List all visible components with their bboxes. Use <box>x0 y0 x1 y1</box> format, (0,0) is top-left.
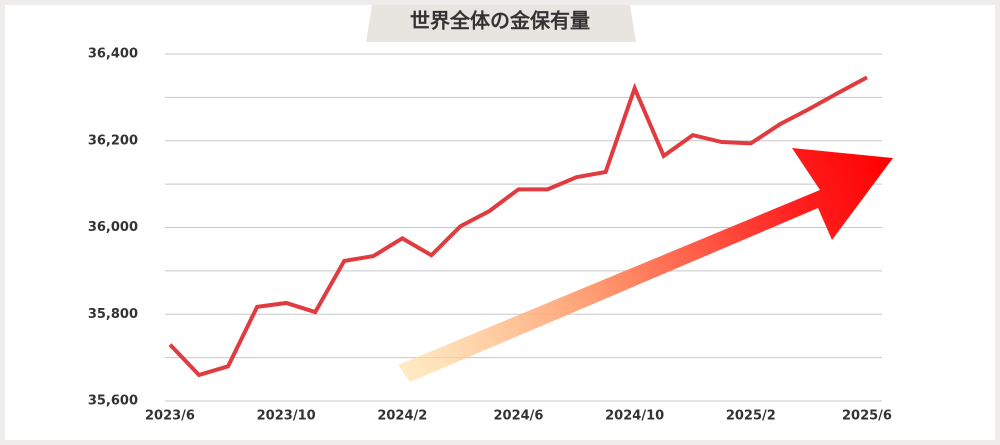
x-tick-label: 2024/2 <box>377 409 427 424</box>
y-tick-label: 36,200 <box>88 133 138 148</box>
title-tab <box>366 5 636 42</box>
y-tick-label: 36,000 <box>88 220 138 235</box>
x-tick-label: 2024/10 <box>605 409 664 424</box>
trend-arrow <box>398 148 893 382</box>
x-tick-label: 2023/10 <box>257 409 316 424</box>
y-tick-label: 35,800 <box>88 307 138 322</box>
x-tick-label: 2025/2 <box>726 409 776 424</box>
x-tick-label: 2024/6 <box>494 409 544 424</box>
chart-title: 世界全体の金保有量 <box>410 9 590 33</box>
x-tick-label: 2025/6 <box>842 409 892 424</box>
panel <box>5 5 995 440</box>
data-line <box>168 75 868 378</box>
x-tick-label: 2023/6 <box>145 409 195 424</box>
y-tick-label: 35,600 <box>88 394 138 409</box>
y-tick-label: 36,400 <box>88 47 138 62</box>
